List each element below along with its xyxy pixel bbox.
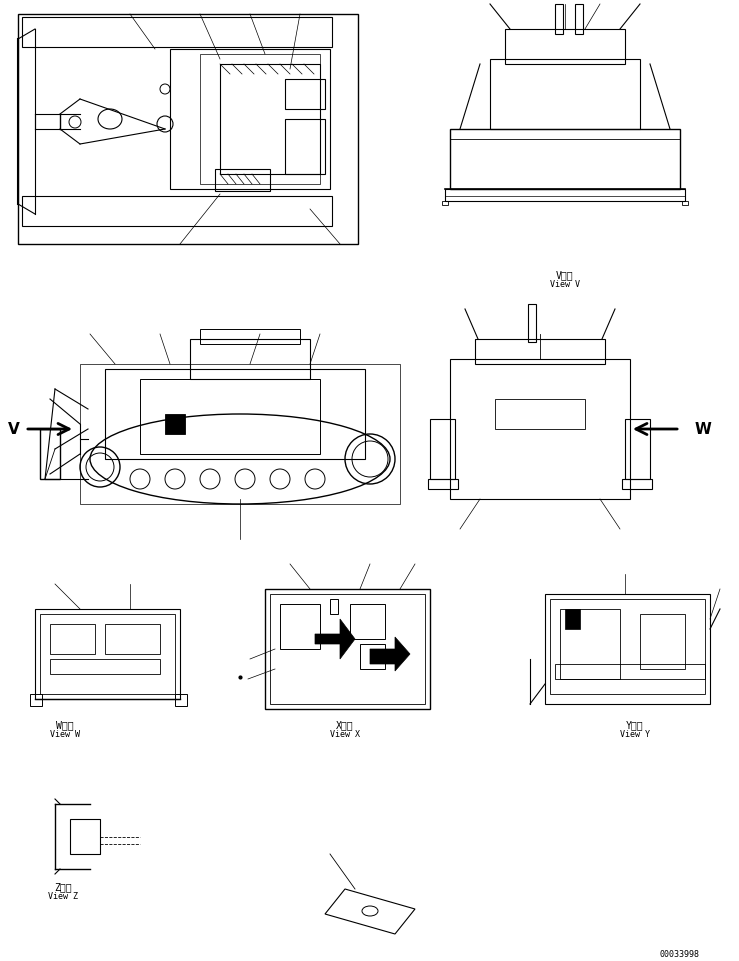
- Bar: [22, 197, 332, 227]
- Bar: [575, 5, 583, 35]
- Bar: [40, 430, 60, 480]
- Bar: [200, 55, 320, 185]
- Bar: [105, 370, 365, 459]
- Text: View V: View V: [550, 280, 580, 288]
- Bar: [50, 659, 160, 675]
- Bar: [35, 609, 180, 700]
- Bar: [270, 595, 425, 704]
- Bar: [200, 330, 300, 345]
- Bar: [442, 202, 448, 206]
- Bar: [190, 339, 310, 380]
- Bar: [550, 600, 705, 694]
- Bar: [50, 625, 95, 654]
- Bar: [475, 339, 605, 364]
- Bar: [495, 400, 585, 430]
- Bar: [625, 420, 650, 480]
- Bar: [18, 15, 358, 245]
- Text: View Y: View Y: [620, 729, 650, 738]
- Bar: [265, 589, 430, 709]
- Text: V: V: [8, 422, 20, 437]
- Text: Y　視: Y 視: [626, 719, 644, 729]
- Bar: [285, 80, 325, 110]
- Bar: [555, 664, 705, 679]
- Polygon shape: [315, 619, 355, 659]
- Bar: [528, 305, 536, 343]
- Bar: [450, 130, 680, 190]
- Bar: [80, 364, 400, 505]
- Bar: [428, 480, 458, 489]
- Bar: [285, 120, 325, 175]
- Bar: [640, 614, 685, 669]
- Bar: [350, 604, 385, 639]
- Bar: [555, 5, 563, 35]
- Bar: [175, 694, 187, 706]
- Text: V　視: V 視: [556, 270, 573, 280]
- Bar: [70, 819, 100, 854]
- Polygon shape: [165, 414, 185, 434]
- Bar: [280, 604, 320, 650]
- Text: 00033998: 00033998: [660, 949, 700, 958]
- Text: View W: View W: [50, 729, 80, 738]
- Bar: [505, 30, 625, 65]
- Bar: [105, 625, 160, 654]
- Bar: [445, 190, 685, 202]
- Bar: [40, 614, 175, 694]
- Bar: [490, 60, 640, 130]
- Bar: [140, 380, 320, 455]
- Bar: [565, 609, 580, 629]
- Text: X　視: X 視: [336, 719, 354, 729]
- Bar: [215, 170, 270, 192]
- Bar: [545, 595, 710, 704]
- Bar: [170, 50, 330, 190]
- Text: Z　視: Z 視: [54, 881, 72, 891]
- Bar: [560, 609, 620, 679]
- Bar: [430, 420, 455, 480]
- Bar: [682, 202, 688, 206]
- Text: W　視: W 視: [56, 719, 74, 729]
- Text: View Z: View Z: [48, 891, 78, 900]
- Text: W: W: [695, 422, 712, 437]
- Bar: [622, 480, 652, 489]
- Bar: [30, 694, 42, 706]
- Bar: [450, 359, 630, 500]
- Polygon shape: [370, 637, 410, 672]
- Bar: [360, 644, 385, 669]
- Bar: [22, 18, 332, 48]
- Bar: [330, 600, 338, 614]
- Text: View X: View X: [330, 729, 360, 738]
- Bar: [220, 65, 320, 175]
